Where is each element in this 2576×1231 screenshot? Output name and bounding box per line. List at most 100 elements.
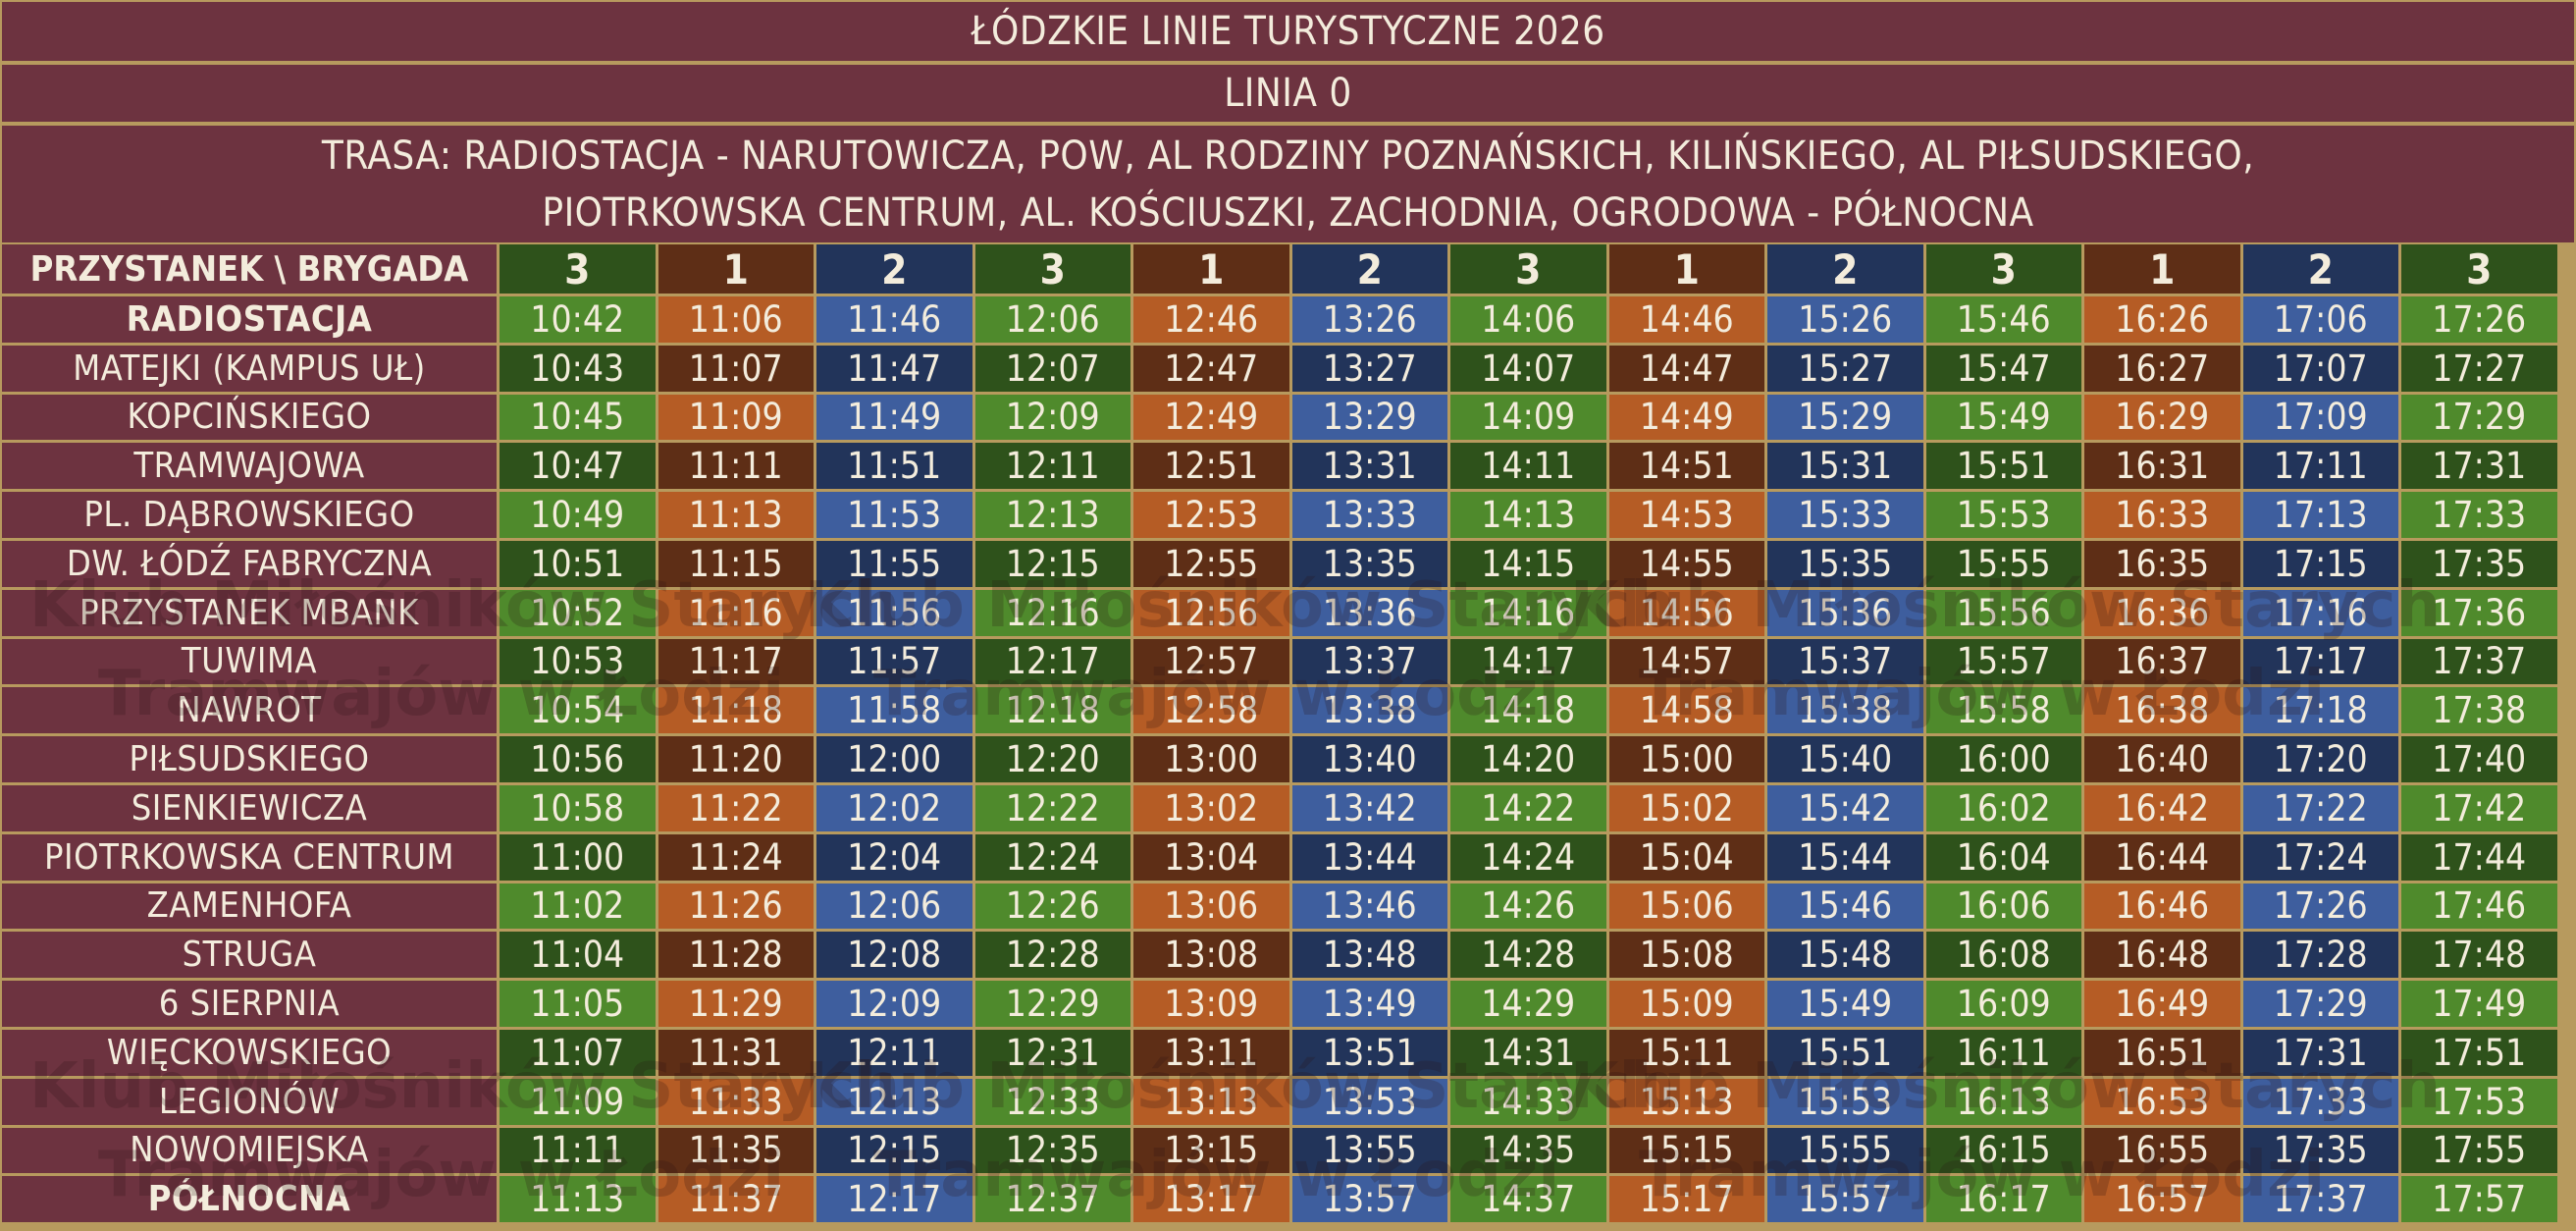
- stop-name: więckowskiego: [2, 1030, 497, 1076]
- departure-time: 11:56: [816, 589, 973, 636]
- stop-name: piłsudskiego: [2, 736, 497, 782]
- departure-time: 12:04: [816, 833, 973, 881]
- stop-name: matejki (kampus uł): [2, 345, 497, 392]
- departure-time: 12:06: [974, 296, 1130, 343]
- departure-time: 11:20: [657, 736, 814, 782]
- stop-name: tuwima: [2, 638, 497, 685]
- departure-time: 12:24: [974, 833, 1130, 881]
- departure-time: 16:55: [2084, 1127, 2240, 1174]
- departure-time: 11:46: [816, 296, 973, 343]
- departure-time: 17:26: [2242, 883, 2398, 930]
- departure-time: 17:38: [2401, 687, 2557, 734]
- departure-time: 13:49: [1291, 981, 1447, 1027]
- departure-time: 14:56: [1608, 589, 1764, 636]
- title-text: łódzkie linie turystyczne 2026: [971, 9, 1605, 54]
- brigade-header: 1: [657, 244, 814, 294]
- departure-time: 12:37: [974, 1176, 1130, 1223]
- departure-time: 15:09: [1608, 981, 1764, 1027]
- departure-time: 11:33: [657, 1078, 814, 1125]
- departure-time: 16:13: [1925, 1078, 2081, 1125]
- departure-time: 12:57: [1133, 638, 1289, 685]
- brigade-header: 2: [2242, 244, 2398, 294]
- departure-time: 17:31: [2401, 443, 2557, 490]
- departure-time: 16:44: [2084, 833, 2240, 881]
- departure-time: 14:17: [1450, 638, 1606, 685]
- departure-time: 11:18: [657, 687, 814, 734]
- departure-time: 10:47: [499, 443, 656, 490]
- departure-time: 14:22: [1450, 785, 1606, 831]
- departure-time: 13:53: [1291, 1078, 1447, 1125]
- departure-time: 16:53: [2084, 1078, 2240, 1125]
- departure-time: 13:06: [1133, 883, 1289, 930]
- departure-time: 13:02: [1133, 785, 1289, 831]
- departure-time: 13:40: [1291, 736, 1447, 782]
- departure-time: 15:46: [1767, 883, 1923, 930]
- departure-time: 13:46: [1291, 883, 1447, 930]
- departure-time: 15:38: [1767, 687, 1923, 734]
- departure-time: 15:53: [1767, 1078, 1923, 1125]
- departure-time: 14:57: [1608, 638, 1764, 685]
- departure-time: 13:08: [1133, 932, 1289, 979]
- departure-time: 10:54: [499, 687, 656, 734]
- departure-time: 15:58: [1925, 687, 2081, 734]
- departure-time: 13:44: [1291, 833, 1447, 881]
- departure-time: 12:08: [816, 932, 973, 979]
- departure-time: 11:24: [657, 833, 814, 881]
- departure-time: 16:48: [2084, 932, 2240, 979]
- departure-time: 17:26: [2401, 296, 2557, 343]
- departure-time: 12:31: [974, 1030, 1130, 1076]
- departure-time: 12:09: [974, 394, 1130, 441]
- departure-time: 12:56: [1133, 589, 1289, 636]
- departure-time: 14:26: [1450, 883, 1606, 930]
- stop-name: zamenhofa: [2, 883, 497, 930]
- departure-time: 16:02: [1925, 785, 2081, 831]
- departure-time: 11:15: [657, 541, 814, 587]
- departure-time: 11:29: [657, 981, 814, 1027]
- departure-time: 12:06: [816, 883, 973, 930]
- route-description: trasa: radiostacja - narutowicza, pow, a…: [2, 126, 2574, 242]
- departure-time: 11:55: [816, 541, 973, 587]
- departure-time: 15:06: [1608, 883, 1764, 930]
- departure-time: 13:36: [1291, 589, 1447, 636]
- departure-time: 17:37: [2401, 638, 2557, 685]
- departure-time: 12:55: [1133, 541, 1289, 587]
- departure-time: 13:33: [1291, 492, 1447, 538]
- departure-time: 11:22: [657, 785, 814, 831]
- departure-time: 17:40: [2401, 736, 2557, 782]
- departure-time: 15:13: [1608, 1078, 1764, 1125]
- departure-time: 12:15: [974, 541, 1130, 587]
- stop-name: legionów: [2, 1078, 497, 1125]
- departure-time: 16:36: [2084, 589, 2240, 636]
- departure-time: 14:35: [1450, 1127, 1606, 1174]
- departure-time: 15:31: [1767, 443, 1923, 490]
- departure-time: 11:31: [657, 1030, 814, 1076]
- departure-time: 15:49: [1767, 981, 1923, 1027]
- departure-time: 12:13: [816, 1078, 973, 1125]
- departure-time: 12:11: [974, 443, 1130, 490]
- departure-time: 14:18: [1450, 687, 1606, 734]
- departure-time: 14:09: [1450, 394, 1606, 441]
- departure-time: 14:15: [1450, 541, 1606, 587]
- departure-time: 17:09: [2242, 394, 2398, 441]
- departure-time: 14:29: [1450, 981, 1606, 1027]
- departure-time: 15:57: [1925, 638, 2081, 685]
- departure-time: 11:13: [499, 1176, 656, 1223]
- departure-time: 14:24: [1450, 833, 1606, 881]
- departure-time: 17:07: [2242, 345, 2398, 392]
- route-line-2: piotrkowska centrum, al. kościuszki, zac…: [542, 189, 2034, 236]
- departure-time: 12:07: [974, 345, 1130, 392]
- departure-time: 10:43: [499, 345, 656, 392]
- departure-time: 11:16: [657, 589, 814, 636]
- stop-name: północna: [2, 1176, 497, 1223]
- line-name: linia 0: [2, 65, 2574, 122]
- departure-time: 14:06: [1450, 296, 1606, 343]
- departure-time: 13:42: [1291, 785, 1447, 831]
- departure-time: 14:47: [1608, 345, 1764, 392]
- departure-time: 17:55: [2401, 1127, 2557, 1174]
- departure-time: 16:29: [2084, 394, 2240, 441]
- departure-time: 17:51: [2401, 1030, 2557, 1076]
- departure-time: 15:55: [1925, 541, 2081, 587]
- departure-time: 12:18: [974, 687, 1130, 734]
- departure-time: 16:27: [2084, 345, 2240, 392]
- departure-time: 13:15: [1133, 1127, 1289, 1174]
